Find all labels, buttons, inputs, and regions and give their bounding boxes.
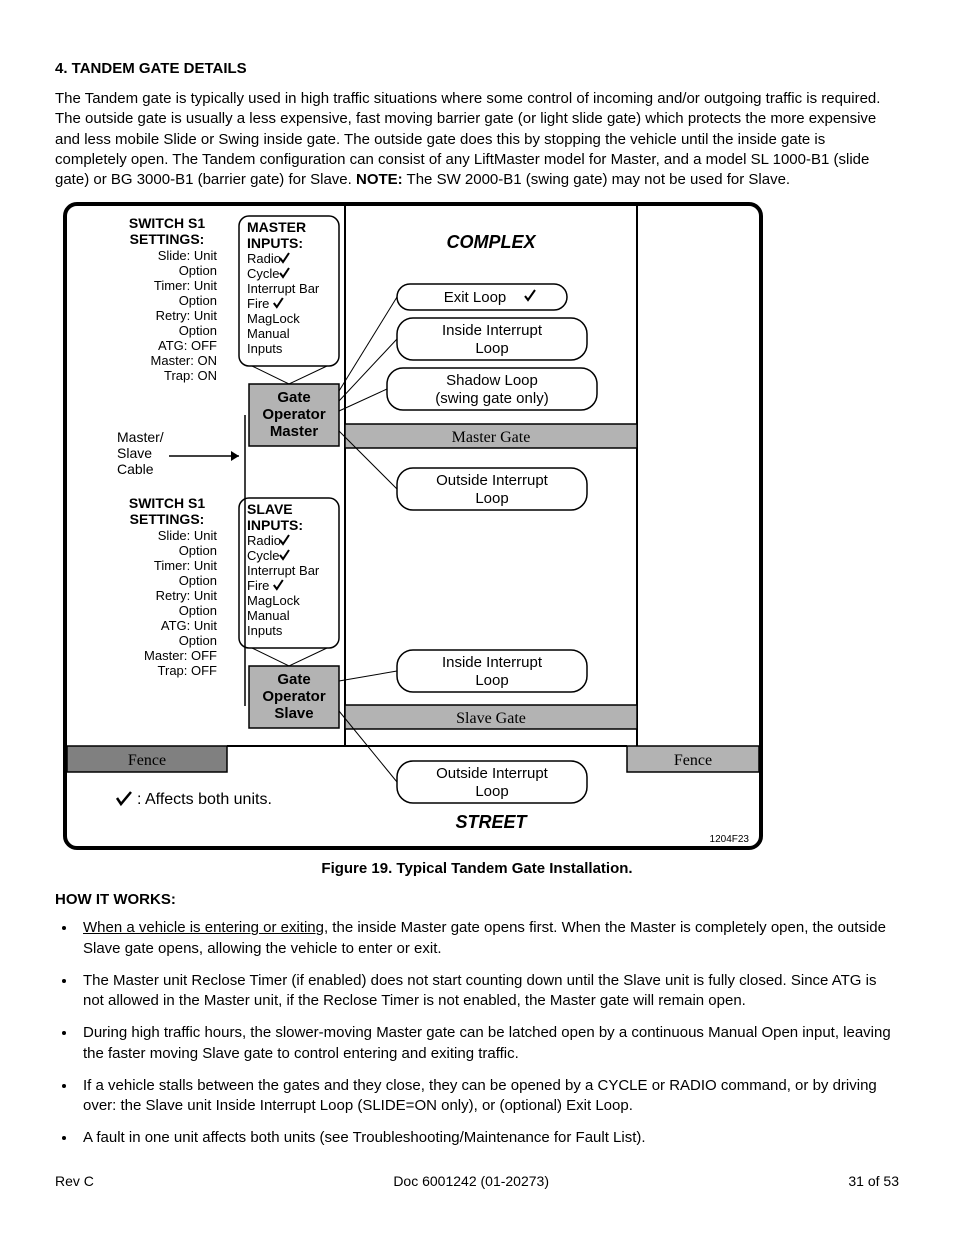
intro-paragraph: The Tandem gate is typically used in hig… (55, 89, 899, 190)
how-it-works-heading: HOW IT WORKS: (55, 891, 899, 908)
svg-text:Master: ON: Master: ON (151, 353, 217, 368)
svg-text:Option: Option (179, 603, 217, 618)
section-heading: 4. TANDEM GATE DETAILS (55, 60, 899, 77)
svg-text:Cycle: Cycle (247, 266, 280, 281)
svg-text:Shadow Loop: Shadow Loop (446, 372, 538, 389)
svg-text:Inputs: Inputs (247, 623, 283, 638)
svg-text:Cable: Cable (117, 461, 154, 477)
svg-text:Gate: Gate (277, 671, 310, 688)
svg-text:Manual: Manual (247, 608, 290, 623)
complex-label: COMPLEX (446, 232, 536, 252)
svg-text:Inside Interrupt: Inside Interrupt (442, 654, 543, 671)
svg-text:ATG: OFF: ATG: OFF (158, 338, 217, 353)
svg-text:Interrupt Bar: Interrupt Bar (247, 563, 320, 578)
svg-text:: Affects both units.: : Affects both units. (137, 791, 272, 808)
svg-text:Fire: Fire (247, 578, 269, 593)
svg-text:Master/: Master/ (117, 429, 164, 445)
svg-text:SWITCH S1: SWITCH S1 (129, 495, 205, 511)
exit-loop: Exit Loop (397, 284, 567, 310)
svg-text:Fire: Fire (247, 296, 269, 311)
svg-text:MagLock: MagLock (247, 311, 300, 326)
figure-svg: COMPLEX MASTER INPUTS: RadioCycleInterru… (67, 206, 759, 846)
svg-text:Fence: Fence (674, 752, 712, 769)
inside-interrupt-slave: Inside Interrupt Loop (397, 650, 587, 692)
svg-text:Outside Interrupt: Outside Interrupt (436, 472, 549, 489)
svg-text:Option: Option (179, 633, 217, 648)
outside-interrupt-slave: Outside Interrupt Loop (397, 761, 587, 803)
svg-text:Master: OFF: Master: OFF (144, 648, 217, 663)
svg-text:Slide: Unit: Slide: Unit (158, 528, 218, 543)
svg-text:Operator: Operator (262, 688, 326, 705)
svg-text:Loop: Loop (475, 490, 508, 507)
list-item: When a vehicle is entering or exiting, t… (77, 918, 899, 959)
svg-text:Option: Option (179, 573, 217, 588)
svg-text:INPUTS:: INPUTS: (247, 235, 303, 251)
svg-text:Option: Option (179, 263, 217, 278)
outside-interrupt-master: Outside Interrupt Loop (397, 468, 587, 510)
shadow-loop: Shadow Loop (swing gate only) (387, 368, 597, 410)
svg-text:MASTER: MASTER (247, 219, 306, 235)
svg-text:Option: Option (179, 323, 217, 338)
svg-text:Gate: Gate (277, 389, 310, 406)
svg-text:Retry: Unit: Retry: Unit (156, 588, 218, 603)
svg-text:Option: Option (179, 293, 217, 308)
svg-text:Inside Interrupt: Inside Interrupt (442, 322, 543, 339)
list-item: If a vehicle stalls between the gates an… (77, 1076, 899, 1117)
svg-text:SLAVE: SLAVE (247, 501, 293, 517)
svg-text:Timer: Unit: Timer: Unit (154, 558, 217, 573)
svg-text:Manual: Manual (247, 326, 290, 341)
street-label: STREET (455, 812, 528, 832)
svg-text:SWITCH S1: SWITCH S1 (129, 215, 205, 231)
svg-text:Timer: Unit: Timer: Unit (154, 278, 217, 293)
svg-text:Exit Loop: Exit Loop (444, 289, 507, 306)
svg-text:Trap: ON: Trap: ON (164, 368, 217, 383)
svg-text:INPUTS:: INPUTS: (247, 517, 303, 533)
svg-text:Radio: Radio (247, 533, 281, 548)
page-footer: Rev C Doc 6001242 (01-20273) 31 of 53 (55, 1173, 899, 1189)
svg-text:Fence: Fence (128, 752, 166, 769)
svg-text:ATG: Unit: ATG: Unit (161, 618, 217, 633)
svg-text:Option: Option (179, 543, 217, 558)
svg-text:Retry: Unit: Retry: Unit (156, 308, 218, 323)
footer-center: Doc 6001242 (01-20273) (393, 1173, 549, 1189)
svg-text:Loop: Loop (475, 783, 508, 800)
svg-text:Interrupt Bar: Interrupt Bar (247, 281, 320, 296)
svg-text:SETTINGS:: SETTINGS: (130, 511, 205, 527)
svg-text:Slide: Unit: Slide: Unit (158, 248, 218, 263)
svg-text:1204F23: 1204F23 (710, 834, 750, 845)
svg-text:Master Gate: Master Gate (452, 429, 531, 446)
figure-caption: Figure 19. Typical Tandem Gate Installat… (55, 860, 899, 877)
list-item: A fault in one unit affects both units (… (77, 1128, 899, 1148)
footer-left: Rev C (55, 1173, 94, 1189)
svg-text:Slave: Slave (117, 445, 152, 461)
svg-text:Radio: Radio (247, 251, 281, 266)
svg-text:Operator: Operator (262, 406, 326, 423)
svg-text:Master: Master (270, 423, 319, 440)
figure-19: COMPLEX MASTER INPUTS: RadioCycleInterru… (63, 202, 763, 850)
svg-text:Inputs: Inputs (247, 341, 283, 356)
svg-text:Slave Gate: Slave Gate (456, 710, 526, 727)
how-it-works-list: When a vehicle is entering or exiting, t… (77, 918, 899, 1148)
inside-interrupt-master: Inside Interrupt Loop (397, 318, 587, 360)
list-item: During high traffic hours, the slower-mo… (77, 1023, 899, 1064)
list-item: The Master unit Reclose Timer (if enable… (77, 971, 899, 1012)
svg-text:(swing gate only): (swing gate only) (435, 390, 548, 407)
svg-text:Outside Interrupt: Outside Interrupt (436, 765, 549, 782)
svg-text:Trap: OFF: Trap: OFF (158, 663, 218, 678)
svg-text:SETTINGS:: SETTINGS: (130, 231, 205, 247)
svg-text:Loop: Loop (475, 340, 508, 357)
svg-text:Cycle: Cycle (247, 548, 280, 563)
svg-text:Slave: Slave (274, 705, 313, 722)
svg-text:MagLock: MagLock (247, 593, 300, 608)
svg-text:Loop: Loop (475, 672, 508, 689)
footer-right: 31 of 53 (848, 1173, 899, 1189)
